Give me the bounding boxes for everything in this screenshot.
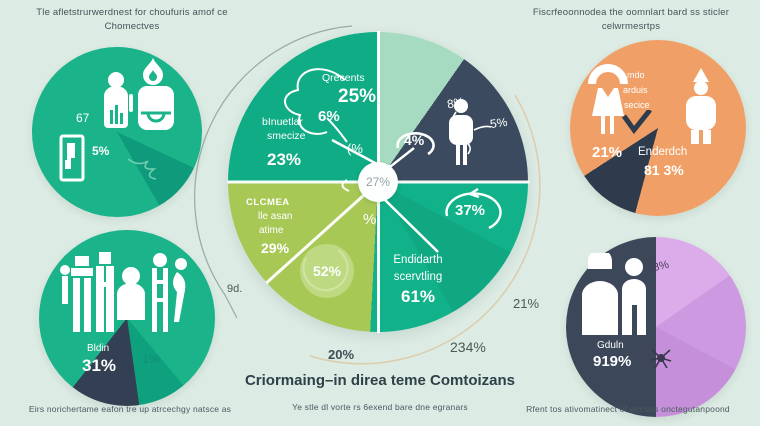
pie-bottom-left: Bldin 31% 1% (39, 230, 215, 406)
value-5pct: 5% (92, 144, 110, 158)
bldin-value: 31% (82, 356, 117, 375)
lime-line2: lle asan (258, 211, 293, 222)
girl-icon (588, 62, 628, 140)
endidarth-value: 61% (400, 287, 436, 306)
gduln-value: 919% (593, 353, 632, 370)
pie-top-right: mdo arduis secice 21% Enderdch 81 3% (570, 40, 746, 216)
pie-top-left: 67 5% (32, 47, 202, 217)
bug-icon (648, 345, 674, 371)
tr-line1: mdo (627, 70, 645, 80)
door-icon (59, 134, 85, 182)
bag-icon (138, 86, 174, 130)
caption-top-right-line2: celwrmesrtps (601, 21, 661, 33)
caption-bottom-left: Eirs norichertame eafon tre up atrcechgy… (28, 404, 232, 414)
person-chart-icon (102, 72, 136, 130)
pct-small: % (363, 211, 377, 228)
couple-icon (578, 253, 654, 337)
divider-top (376, 31, 380, 182)
sketch-pct: (% (347, 141, 363, 156)
caption-top-right-line1: Fiscrfeoonnodea the oomnlart bard ss sti… (532, 7, 730, 18)
lime-value: 29% (261, 240, 290, 256)
caption-top-left-line1: Tle afletstrurwerdnest for choufuris amo… (36, 7, 228, 18)
gduln-label: Gduln (597, 340, 624, 351)
enderdch-value: 81 3% (644, 162, 684, 178)
outside-left-label: 9d. (227, 283, 243, 295)
tr-line3: secice (624, 100, 650, 110)
divider-left (227, 180, 378, 184)
man-hat-icon (682, 68, 720, 148)
qrecents-value: 25% (338, 86, 377, 107)
tr-wedge-value: 21% (592, 144, 623, 161)
caption-top-left-line2: Chomectves (104, 21, 160, 33)
pie-center: Qrecents 25% 6% bInuetlar smecize 23% (%… (227, 31, 529, 333)
faint-1pct: 1% (142, 352, 160, 366)
qrecents-label: Qrecents (322, 72, 365, 84)
bottom-center-subtitle: Ye stle dl vorte rs 6exend bare dne egra… (292, 402, 468, 412)
bldin-label: Bldin (87, 343, 110, 354)
center-value: 27% (365, 175, 391, 189)
lime-line1: CLCMEA (246, 197, 290, 208)
navy-pct-b: 5% (489, 114, 509, 132)
binuetlar-value: 23% (267, 150, 302, 169)
lime-line3: atime (259, 225, 284, 236)
lime-bubble-value: 52% (312, 263, 342, 279)
navy-pct-a: 8% (445, 94, 466, 112)
right-value: 37% (455, 202, 486, 219)
bottom-center-title: Criormaing–in direa teme Comtoizans (244, 372, 516, 389)
check-icon (620, 110, 654, 136)
pct-6: 6% (318, 108, 340, 125)
pie-bottom-right: Gduln 919% 18% (566, 237, 746, 417)
binuetlar-line2: smecize (267, 130, 306, 142)
endidarth-line2: scervtling (393, 271, 443, 283)
outside-bottom-label: 234% (450, 339, 486, 355)
flame-icon (140, 58, 166, 86)
lime-bubble: 52% (300, 244, 354, 298)
value-67: 67 (76, 111, 90, 125)
people-group-icon (59, 252, 199, 334)
caption-top-left: Tle afletstrurwerdnest for choufuris amo… (4, 6, 260, 35)
pct-4: 4% (404, 132, 425, 148)
scribble-sketch-icon (124, 155, 158, 181)
caption-bottom-right: Rfent tos ativomatinect of enctats oncte… (526, 404, 730, 414)
outside-right-label: 21% (513, 296, 540, 311)
tr-line2: arduis (623, 85, 648, 95)
outside-bottom-left-label: 20% (328, 347, 355, 362)
divider-right (378, 180, 529, 184)
caption-top-right: Fiscrfeoonnodea the oomnlart bard ss sti… (506, 6, 756, 35)
center-bubble: 27% (358, 162, 398, 202)
binuetlar-line1: bInuetlar (262, 116, 303, 128)
enderdch-label: Enderdch (638, 146, 688, 158)
endidarth-line1: Endidarth (393, 254, 443, 266)
